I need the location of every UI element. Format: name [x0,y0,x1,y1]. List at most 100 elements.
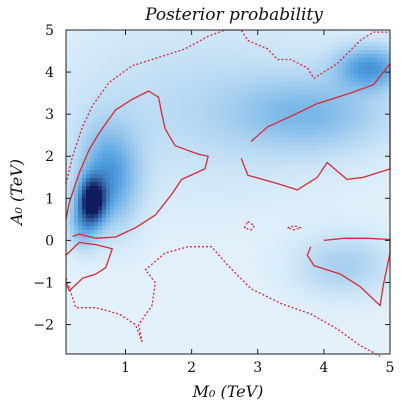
heatmap-cell [286,58,291,63]
heatmap-cell [138,186,143,191]
heatmap-cell [70,114,75,119]
heatmap-cell [190,270,195,275]
heatmap-cell [158,122,163,127]
heatmap-cell [174,334,179,339]
heatmap-cell [254,178,259,183]
heatmap-cell [254,350,259,355]
heatmap-cell [266,114,271,119]
heatmap-cell [66,126,71,131]
heatmap-cell [234,62,239,67]
heatmap-cell [286,298,291,303]
heatmap-cell [202,242,207,247]
heatmap-cell [242,118,247,123]
heatmap-cell [126,30,131,35]
heatmap-cell [138,198,143,203]
heatmap-cell [294,154,299,159]
heatmap-cell [266,242,271,247]
heatmap-cell [122,330,127,335]
heatmap-cell [310,46,315,51]
heatmap-cell [258,118,263,123]
heatmap-cell [178,106,183,111]
heatmap-cell [118,218,123,223]
heatmap-cell [166,286,171,291]
heatmap-cell [266,94,271,99]
heatmap-cell [166,114,171,119]
heatmap-cell [226,154,231,159]
heatmap-cell [226,230,231,235]
heatmap-cell [178,198,183,203]
heatmap-cell [154,290,159,295]
heatmap-cell [154,326,159,331]
heatmap-cell [234,146,239,151]
heatmap-cell [70,302,75,307]
heatmap-cell [266,62,271,67]
heatmap-cell [170,310,175,315]
heatmap-cell [170,346,175,351]
heatmap-cell [66,298,71,303]
heatmap-cell [66,178,71,183]
heatmap-cell [126,150,131,155]
heatmap-cell [98,342,103,347]
heatmap-cell [286,346,291,351]
heatmap-cell [166,342,171,347]
heatmap-cell [194,54,199,59]
heatmap-cell [90,326,95,331]
heatmap-cell [254,266,259,271]
heatmap-cell [226,326,231,331]
heatmap-cell [90,278,95,283]
heatmap-cell [266,286,271,291]
heatmap-cell [130,274,135,279]
heatmap-cell [278,74,283,79]
heatmap-cell [230,198,235,203]
heatmap-cell [262,54,267,59]
heatmap-cell [298,102,303,107]
heatmap-cell [250,226,255,231]
heatmap-cell [90,54,95,59]
heatmap-cell [206,246,211,251]
heatmap-cell [86,106,91,111]
heatmap-cell [194,78,199,83]
heatmap-cell [270,262,275,267]
heatmap-cell [282,42,287,47]
heatmap-cell [134,106,139,111]
heatmap-cell [190,246,195,251]
heatmap-cell [134,134,139,139]
heatmap-cell [106,78,111,83]
heatmap-cell [242,142,247,147]
heatmap-cell [282,198,287,203]
heatmap-cell [98,154,103,159]
heatmap-cell [126,138,131,143]
heatmap-cell [138,326,143,331]
heatmap-cell [242,278,247,283]
heatmap-cell [126,154,131,159]
heatmap-cell [246,190,251,195]
heatmap-cell [270,170,275,175]
heatmap-cell [74,298,79,303]
heatmap-cell [86,214,91,219]
heatmap-cell [290,30,295,35]
heatmap-cell [282,350,287,355]
heatmap-cell [70,122,75,127]
heatmap-cell [294,130,299,135]
heatmap-cell [166,50,171,55]
heatmap-cell [206,46,211,51]
heatmap-cell [142,330,147,335]
heatmap-cell [170,74,175,79]
heatmap-cell [306,50,311,55]
heatmap-cell [174,74,179,79]
heatmap-cell [102,350,107,355]
heatmap-cell [134,62,139,67]
heatmap-cell [282,74,287,79]
heatmap-cell [142,90,147,95]
heatmap-cell [174,302,179,307]
heatmap-cell [198,258,203,263]
heatmap-cell [246,186,251,191]
heatmap-cell [290,254,295,259]
heatmap-cell [226,94,231,99]
heatmap-cell [226,222,231,227]
heatmap-cell [206,146,211,151]
heatmap-cell [246,282,251,287]
heatmap-cell [206,122,211,127]
heatmap-cell [146,302,151,307]
heatmap-cell [150,154,155,159]
